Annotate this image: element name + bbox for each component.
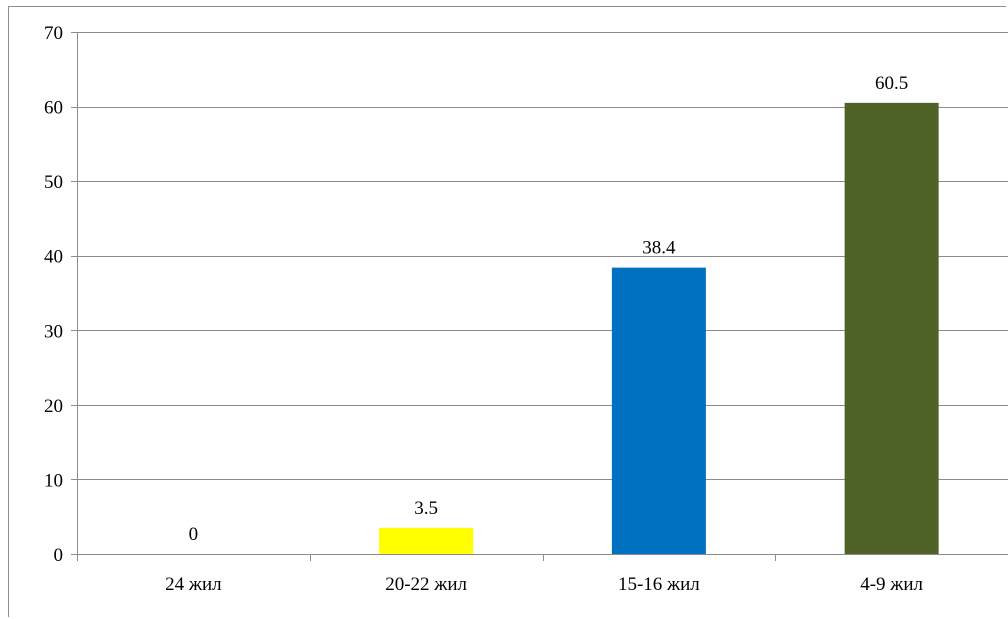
bar [379, 527, 474, 554]
x-tick-label: 15-16 жил [618, 574, 700, 595]
bars [379, 102, 939, 554]
x-tick-label: 20-22 жил [385, 574, 467, 595]
x-tick-label: 24 жил [165, 574, 222, 595]
y-tick-label: 30 [44, 321, 63, 342]
y-tick-labels: 0 10 20 30 40 50 60 70 [44, 23, 63, 566]
data-label: 38.4 [642, 238, 676, 259]
y-tick-label: 0 [54, 545, 64, 566]
x-tick-labels: 24 жил 20-22 жил 15-16 жил 4-9 жил [165, 574, 923, 595]
axes [71, 32, 1008, 561]
data-labels: 0 3.5 38.4 60.5 [189, 73, 909, 545]
data-label: 3.5 [414, 498, 438, 519]
data-label: 0 [189, 524, 199, 545]
y-tick-label: 50 [44, 172, 63, 193]
y-tick-label: 10 [44, 470, 63, 491]
data-label: 60.5 [875, 73, 908, 94]
y-tick-label: 20 [44, 396, 63, 417]
chart-frame [8, 6, 1006, 617]
x-tick-label: 4-9 жил [860, 574, 923, 595]
y-tick-label: 40 [44, 247, 63, 268]
bar [844, 102, 939, 554]
bar [611, 267, 706, 554]
y-tick-label: 70 [44, 23, 63, 44]
y-tick-label: 60 [44, 98, 63, 119]
